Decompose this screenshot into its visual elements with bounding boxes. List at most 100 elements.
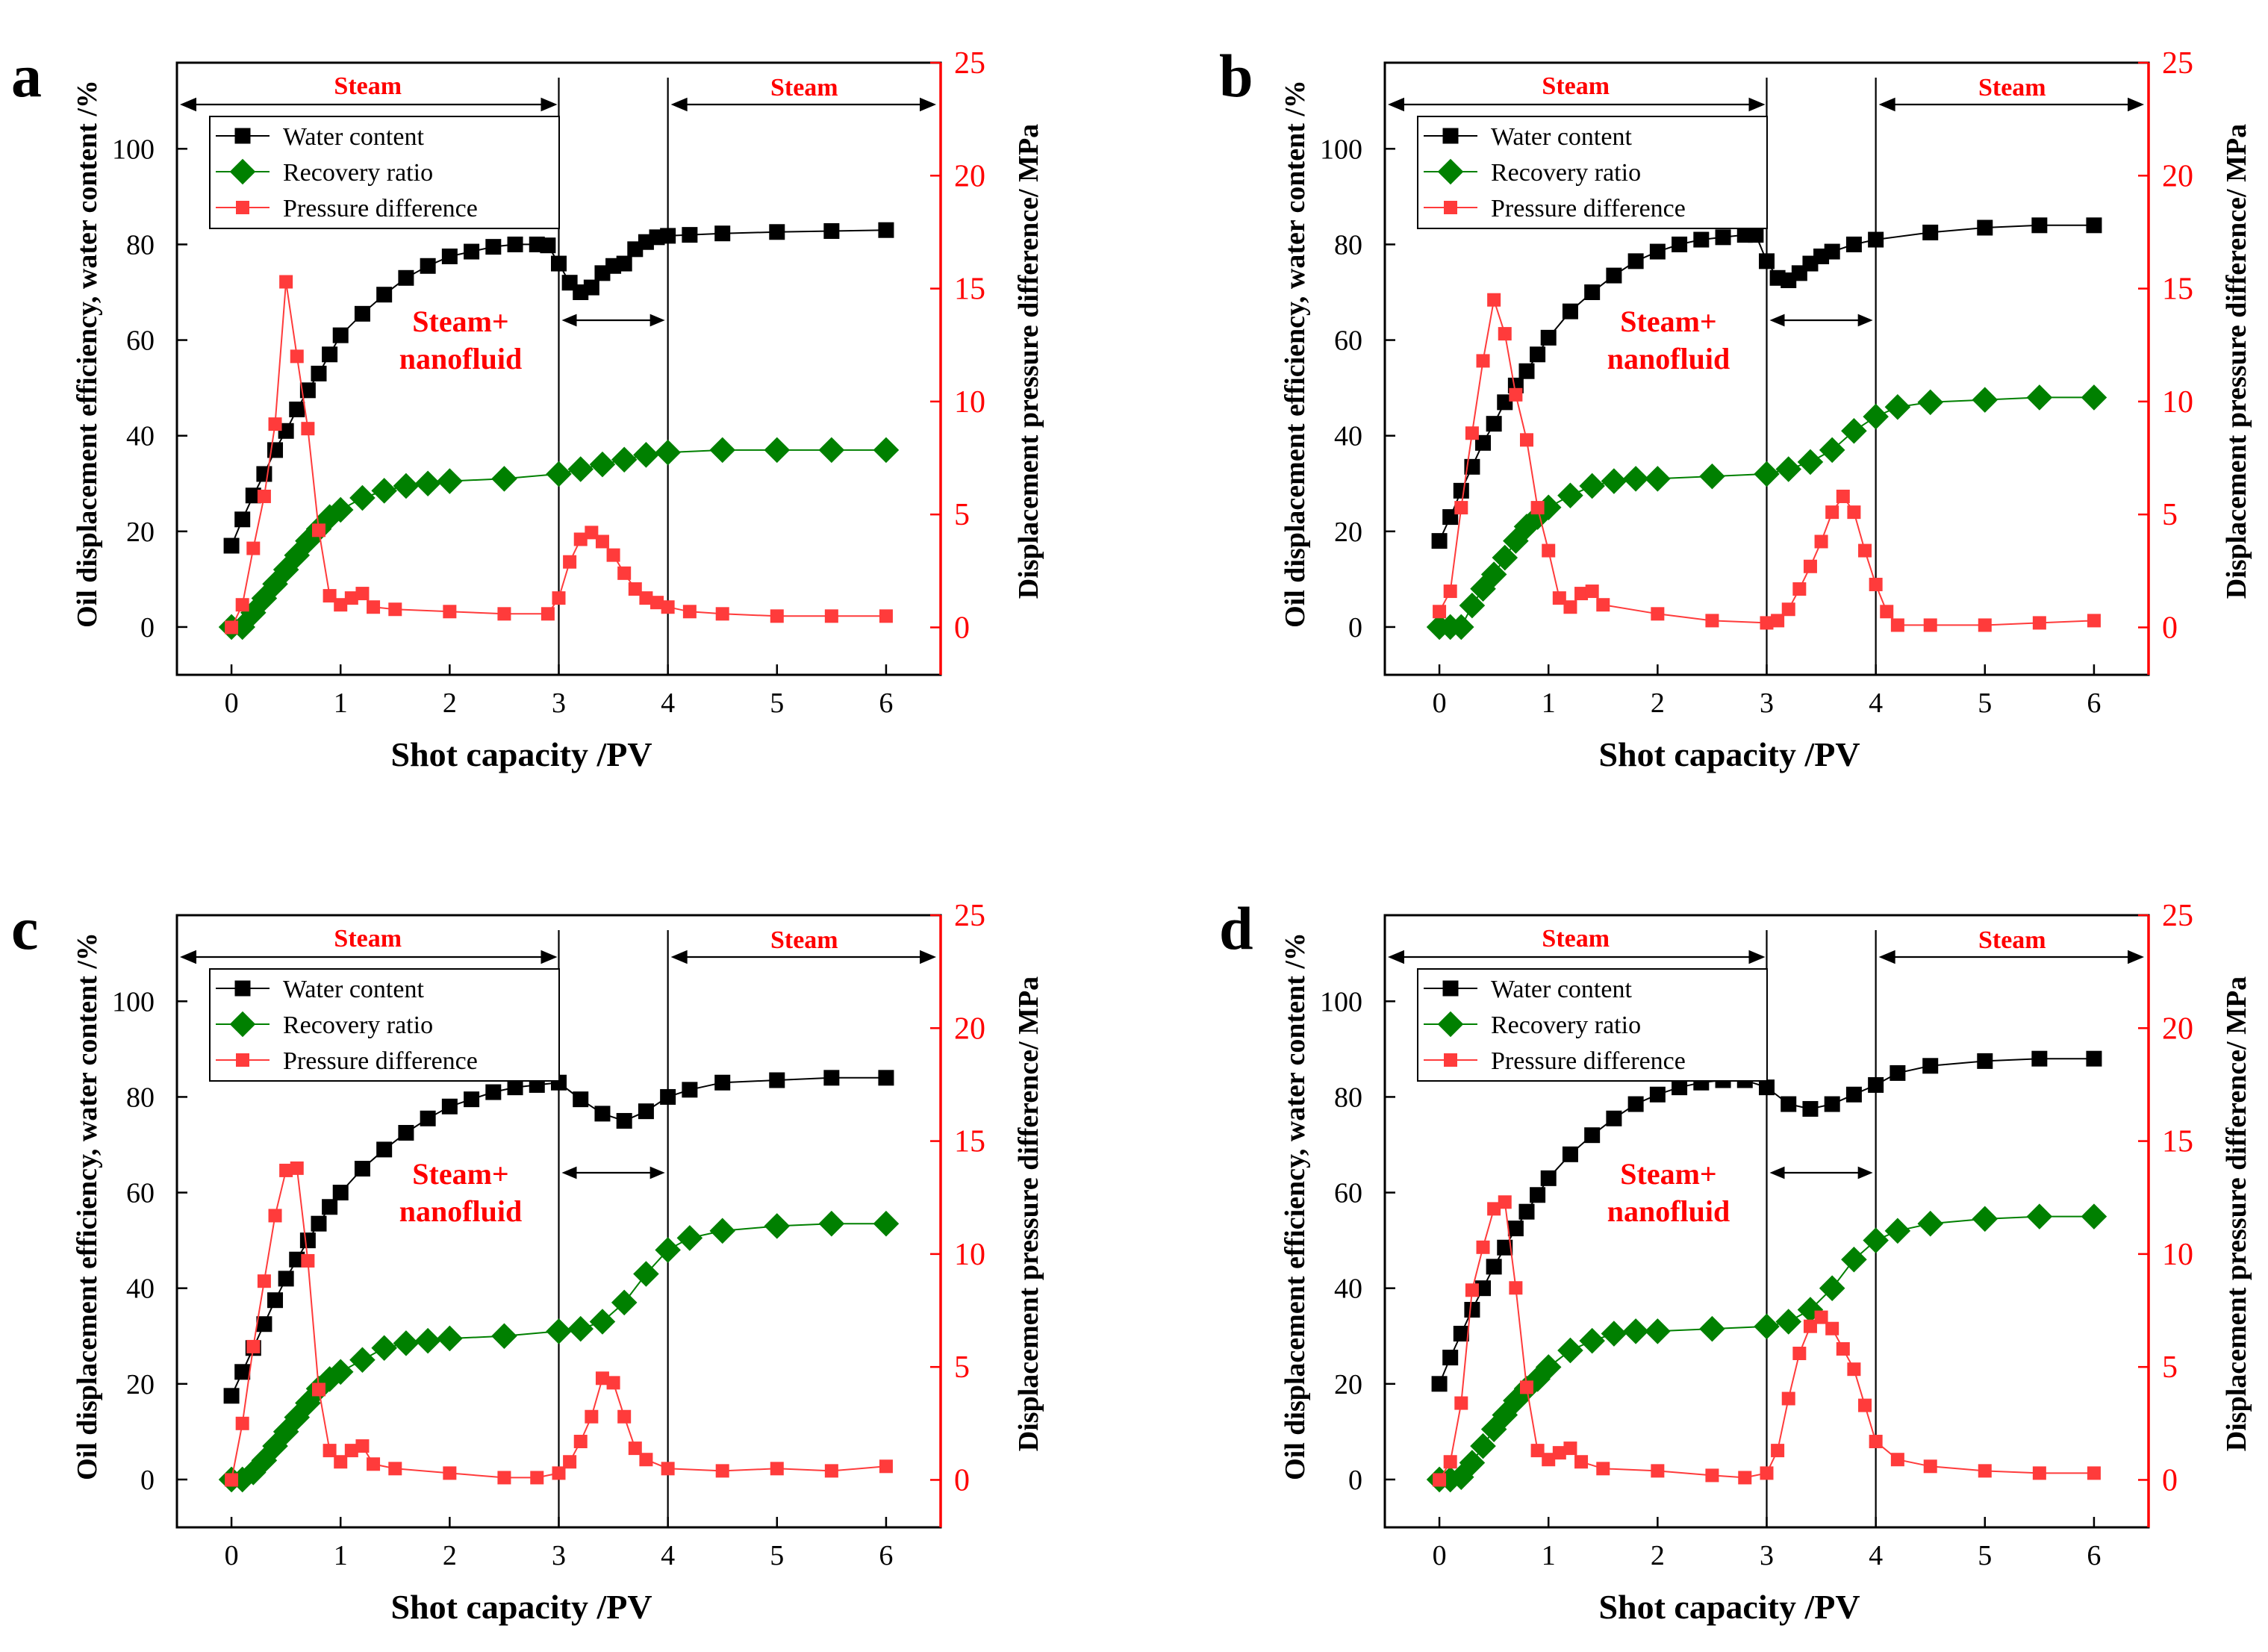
data-point: [1574, 587, 1589, 601]
y2-tick-label: 0: [2162, 611, 2178, 645]
series-pressure-difference: [1433, 293, 2101, 632]
y2-tick-label: 20: [954, 1012, 985, 1046]
steam-phase-arrow-left-head-right: [1748, 950, 1766, 964]
data-point: [1486, 1259, 1502, 1275]
data-point: [1847, 1362, 1861, 1377]
data-point: [367, 1457, 381, 1471]
data-point: [464, 243, 480, 260]
y-axis-title: Oil displacement efficiency, water conte…: [1280, 80, 1311, 628]
data-point: [715, 1464, 729, 1478]
data-point: [491, 466, 517, 492]
data-point: [1819, 1275, 1845, 1301]
steam-phase-arrow-right: [670, 950, 936, 964]
data-point: [878, 1070, 894, 1086]
legend-label: Pressure difference: [283, 1047, 478, 1075]
steam-nanofluid-annotation-line1: Steam+: [1620, 305, 1716, 338]
legend: Water content Recovery ratio Pressure diff…: [209, 968, 560, 1082]
data-point: [540, 237, 556, 254]
data-point: [1760, 1466, 1774, 1480]
data-point: [873, 437, 900, 464]
data-point: [1771, 1444, 1785, 1458]
data-point: [589, 1309, 616, 1335]
steam-phase-arrow-right-head-right: [920, 97, 936, 112]
data-point: [376, 1141, 393, 1158]
data-point: [1518, 1203, 1535, 1220]
data-point: [354, 1161, 370, 1177]
data-point: [225, 620, 239, 635]
data-point: [1917, 1210, 1943, 1237]
data-point: [1847, 505, 1861, 520]
steam-phase-arrow-left: [180, 950, 558, 964]
data-point: [1760, 616, 1774, 630]
data-point: [246, 1339, 261, 1353]
data-point: [1584, 1127, 1601, 1144]
data-point: [443, 605, 457, 619]
data-point: [355, 1439, 370, 1453]
data-point: [1497, 1239, 1513, 1256]
data-point: [246, 541, 261, 555]
nanofluid-phase-arrow-head-left: [561, 314, 577, 327]
data-point: [595, 1371, 609, 1386]
y-tick-label: 0: [1348, 612, 1362, 643]
data-point: [682, 605, 697, 619]
data-point: [595, 534, 609, 549]
data-point: [770, 1462, 784, 1476]
data-point: [2031, 1050, 2048, 1067]
legend-label: Water content: [1491, 976, 1632, 1003]
data-point: [1884, 393, 1911, 420]
data-point: [611, 446, 638, 473]
data-point: [1841, 418, 1867, 444]
nanofluid-phase-arrow: [1769, 1166, 1873, 1179]
data-point: [1563, 600, 1577, 614]
data-point: [878, 222, 894, 238]
data-point: [1433, 605, 1447, 619]
steam-phase-arrow-right: [1878, 950, 2144, 964]
data-point: [2031, 217, 2048, 234]
data-point: [628, 1441, 642, 1456]
steam-phase-arrow-left-head-left: [180, 950, 196, 964]
data-point: [234, 1364, 251, 1380]
data-point: [1486, 416, 1502, 432]
data-point: [332, 327, 349, 343]
data-point: [2032, 616, 2046, 630]
series-recovery-ratio: [218, 437, 900, 640]
data-point: [638, 1103, 654, 1120]
y-tick-label: 40: [1334, 421, 1362, 452]
data-point: [225, 1473, 239, 1487]
x-tick-label: 5: [770, 688, 784, 719]
y-axis-title: Oil displacement efficiency, water conte…: [72, 80, 103, 628]
legend-label: Pressure difference: [1491, 195, 1686, 222]
data-point: [1535, 494, 1562, 521]
data-point: [1672, 236, 1688, 252]
data-point: [563, 1455, 577, 1469]
data-point: [1601, 1321, 1627, 1347]
y-axis-title: Oil displacement efficiency, water conte…: [1280, 932, 1311, 1480]
legend-label: Water content: [283, 123, 424, 151]
y2-tick-label: 5: [2162, 498, 2178, 532]
data-point: [1836, 489, 1850, 503]
data-point: [240, 599, 267, 626]
data-point: [441, 248, 458, 264]
data-point: [1824, 1096, 1840, 1112]
steam-phase-arrow-right-head-right: [2128, 950, 2144, 964]
data-point: [1622, 466, 1649, 492]
legend-marker: [1437, 158, 1464, 185]
data-point: [437, 468, 463, 494]
x-tick-label: 1: [334, 688, 348, 719]
data-point: [1562, 303, 1578, 320]
steam-phase-arrow-right: [1878, 97, 2144, 112]
data-point: [573, 1435, 588, 1449]
data-point: [1825, 505, 1839, 520]
data-point: [764, 437, 791, 464]
data-point: [1819, 437, 1845, 464]
data-point: [354, 305, 370, 322]
data-point: [1557, 482, 1583, 509]
data-point: [676, 1225, 703, 1251]
data-point: [1448, 614, 1474, 640]
data-point: [594, 1106, 611, 1122]
data-point: [879, 609, 893, 623]
y-tick-label: 20: [1334, 1369, 1362, 1400]
data-point: [1442, 1350, 1459, 1366]
data-point: [311, 1383, 325, 1397]
